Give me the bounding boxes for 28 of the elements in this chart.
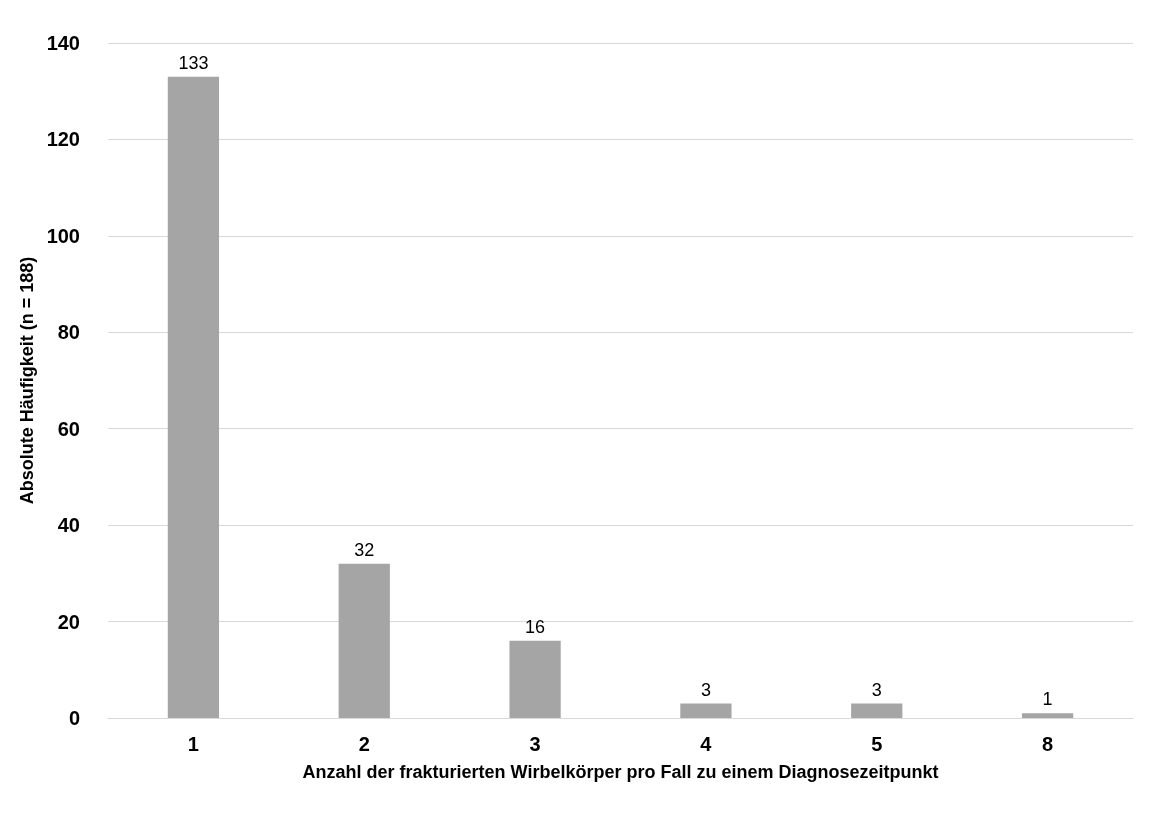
y-tick-label: 80 — [57, 321, 80, 344]
y-tick-label: 40 — [57, 514, 80, 537]
bar — [680, 703, 732, 718]
bar — [1021, 713, 1074, 718]
x-tick-label: 8 — [1042, 733, 1054, 755]
bar — [167, 76, 220, 718]
y-tick-label: 0 — [68, 707, 80, 729]
data-label: 3 — [700, 679, 711, 700]
bar — [509, 640, 561, 718]
data-label: 16 — [525, 616, 546, 637]
data-label: 1 — [1042, 689, 1053, 710]
data-label: 32 — [354, 539, 375, 560]
y-tick-label: 140 — [46, 32, 80, 54]
x-tick-label: 2 — [358, 733, 370, 755]
y-tick-label: 100 — [46, 224, 80, 247]
data-label: 133 — [178, 52, 209, 73]
x-tick-label: 5 — [871, 733, 883, 755]
y-tick-label: 120 — [46, 128, 80, 151]
y-axis-title: Absolute Häufigkeit (n = 188) — [16, 256, 37, 505]
x-tick-label: 3 — [529, 733, 541, 755]
data-label: 3 — [871, 679, 882, 700]
bar — [338, 563, 390, 718]
y-tick-label: 60 — [57, 417, 80, 440]
bar — [851, 703, 903, 718]
x-axis-title: Anzahl der frakturierten Wirbelkörper pro Fall zu einem Diagnosezeitpunkt — [302, 762, 939, 782]
x-tick-label: 1 — [187, 733, 199, 755]
y-tick-label: 20 — [57, 610, 80, 633]
x-tick-label: 4 — [700, 733, 713, 755]
